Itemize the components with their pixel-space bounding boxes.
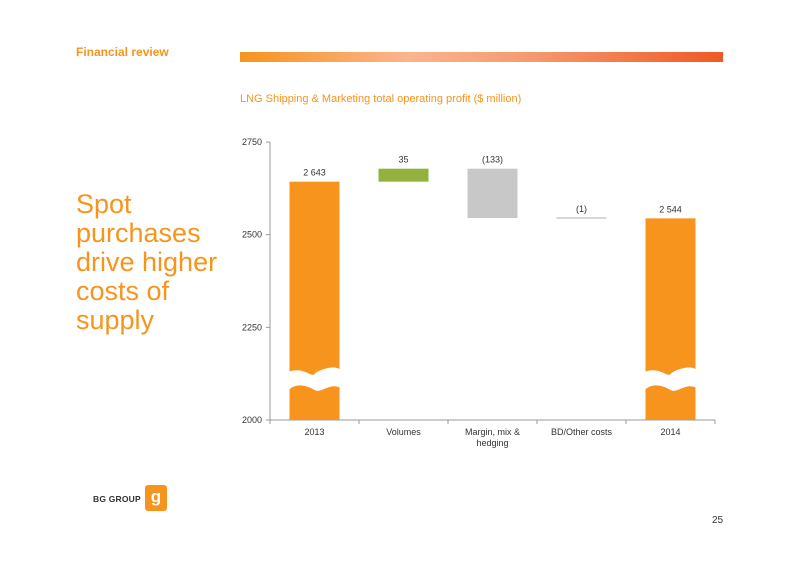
logo-text: BG GROUP [93,494,141,504]
bar-decrease [467,168,518,218]
y-tick-label: 2250 [242,322,262,332]
axis-break [644,367,697,391]
x-tick-label: Volumes [386,427,421,437]
section-title: Financial review [76,45,169,59]
x-tick-label: 2013 [304,427,324,437]
data-label: (1) [576,204,587,214]
y-tick-label: 2750 [242,137,262,147]
x-tick-label: Margin, mix & hedging [465,427,520,448]
company-logo: BG GROUP g [93,485,183,515]
svg-text:g: g [151,487,161,506]
chart-title: LNG Shipping & Marketing total operating… [240,93,522,105]
y-tick-label: 2500 [242,230,262,240]
bg-g-logo-icon: g [145,485,167,511]
waterfall-chart: 2000 2250 2500 2750 2 643 35 (133) (1) 2 544 2013… [242,137,716,448]
axis-break [288,367,341,391]
page-number: 25 [712,515,724,526]
y-tick-label: 2000 [242,415,262,425]
x-tick-label: BD/Other costs [551,427,613,437]
data-label: 35 [398,155,408,165]
header-band [240,52,723,62]
data-label: 2 643 [303,168,326,178]
data-label: (133) [482,155,503,165]
headline: Spot purchases drive higher costs of sup… [76,189,218,335]
bar-increase [378,168,429,182]
x-tick-label: 2014 [660,427,680,437]
data-label: 2 544 [659,204,682,214]
